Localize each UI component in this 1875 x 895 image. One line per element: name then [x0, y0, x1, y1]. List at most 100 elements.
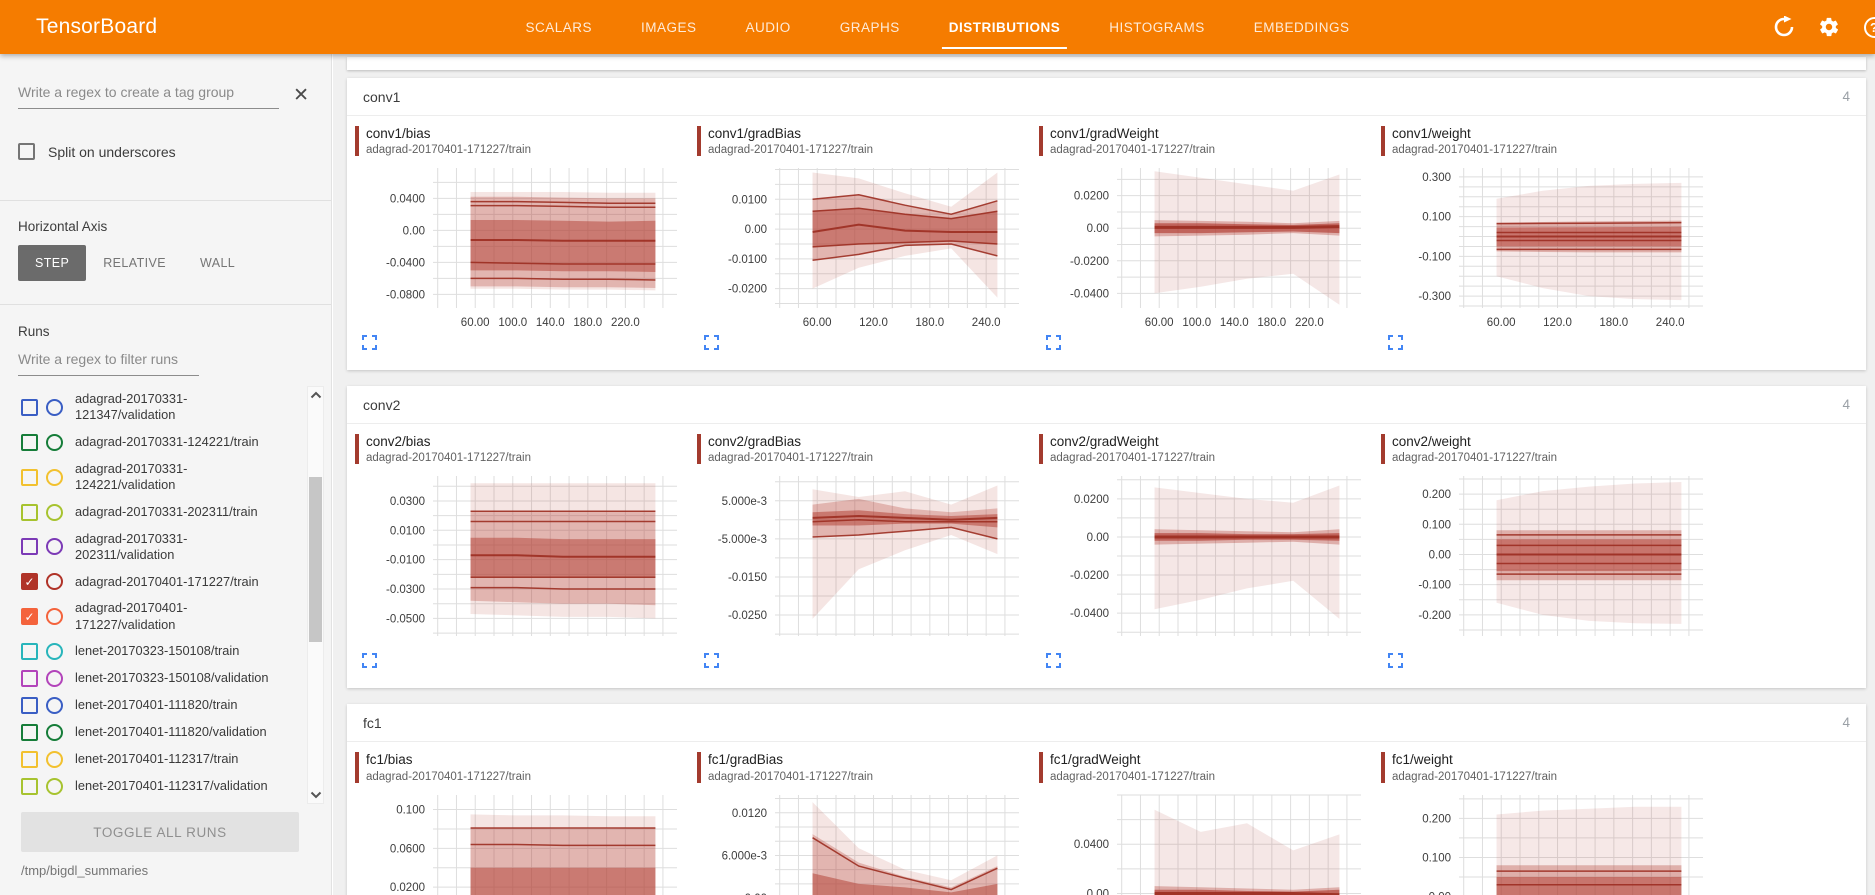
chart-title-block: fc1/weight adagrad-20170401-171227/train	[1381, 752, 1713, 783]
section-header-conv1[interactable]: conv1 4	[347, 78, 1866, 116]
run-color-circle-icon[interactable]	[46, 398, 63, 416]
run-item[interactable]: adagrad-20170331-202311/validation	[21, 526, 301, 569]
section-card-conv1: conv1 4 conv1/bias adagrad-20170401-171227/…	[347, 78, 1866, 371]
tab-images[interactable]: IMAGES	[640, 19, 697, 35]
clear-tag-filter-icon[interactable]: ✕	[293, 85, 309, 106]
run-color-circle-icon[interactable]	[46, 538, 63, 556]
runs-scrollbar[interactable]	[307, 386, 324, 804]
run-color-circle-icon[interactable]	[46, 433, 63, 451]
run-color-circle-icon[interactable]	[46, 573, 63, 591]
run-color-circle-icon[interactable]	[46, 697, 63, 714]
run-checkbox-icon[interactable]: ✓	[21, 573, 38, 591]
distribution-chart: conv2/gradWeight adagrad-20170401-171227/…	[1039, 434, 1371, 674]
run-item[interactable]: lenet-20170401-112317/validation	[21, 773, 301, 800]
chart-title-block: conv1/gradWeight adagrad-20170401-171227/…	[1039, 126, 1371, 157]
chart-title-block: conv1/bias adagrad-20170401-171227/train	[355, 126, 687, 157]
run-item[interactable]: lenet-20170401-111820/train	[21, 692, 301, 719]
refresh-icon[interactable]	[1772, 15, 1796, 39]
distribution-plot: 0.0120 6.000e-3 0.00	[722, 794, 1019, 895]
run-color-circle-icon[interactable]	[46, 643, 63, 660]
run-color-circle-icon[interactable]	[46, 724, 63, 741]
svg-text:0.100: 0.100	[1422, 852, 1451, 864]
distribution-chart: fc1/bias adagrad-20170401-171227/train 0.1…	[355, 752, 687, 895]
run-item[interactable]: lenet-20170401-111820/validation	[21, 719, 301, 746]
run-checkbox-icon[interactable]	[21, 538, 38, 556]
run-color-circle-icon[interactable]	[46, 670, 63, 687]
svg-text:-5.000e-3: -5.000e-3	[718, 534, 767, 546]
runs-list: adagrad-20170331-121347/validation adagra…	[0, 384, 331, 804]
run-checkbox-icon[interactable]	[21, 778, 38, 795]
run-checkbox-icon[interactable]: ✓	[21, 608, 38, 626]
run-color-circle-icon[interactable]	[46, 751, 63, 768]
section-header-conv2[interactable]: conv2 4	[347, 386, 1866, 425]
section-card-fc1: fc1 4 fc1/bias adagrad-20170401-171227/trai…	[347, 704, 1866, 895]
svg-text:120.0: 120.0	[859, 317, 888, 329]
run-item[interactable]: lenet-20170323-150108/train	[21, 638, 301, 665]
run-item[interactable]: ✓ adagrad-20170401-171227/validation	[21, 595, 301, 638]
run-checkbox-icon[interactable]	[21, 751, 38, 768]
tab-histograms[interactable]: HISTOGRAMS	[1109, 19, 1205, 35]
tag-regex-input[interactable]	[18, 84, 280, 109]
svg-text:0.00: 0.00	[403, 226, 425, 238]
tab-distributions[interactable]: DISTRIBUTIONS	[941, 0, 1067, 54]
distribution-plot: 0.200 0.100 0.00 -0.100 -0.200	[1418, 476, 1703, 637]
axis-option-wall[interactable]: WALL	[183, 245, 252, 281]
split-underscores-checkbox[interactable]: Split on underscores	[18, 143, 331, 160]
run-item[interactable]: adagrad-20170331-121347/validation	[21, 386, 301, 429]
distribution-chart: fc1/gradBias adagrad-20170401-171227/trai…	[697, 752, 1029, 895]
tab-graphs[interactable]: GRAPHS	[839, 19, 900, 35]
run-color-circle-icon[interactable]	[46, 468, 63, 486]
runs-regex-input[interactable]	[18, 351, 199, 376]
scroll-down-icon[interactable]	[308, 787, 323, 803]
gear-icon[interactable]	[1817, 15, 1841, 39]
section-header-fc1[interactable]: fc1 4	[347, 704, 1866, 743]
run-item[interactable]: ✓ adagrad-20170401-171227/train	[21, 568, 301, 595]
run-color-bar	[355, 126, 359, 157]
svg-text:-0.0500: -0.0500	[386, 614, 425, 626]
run-checkbox-icon[interactable]	[21, 724, 38, 741]
expand-chart-icon[interactable]	[703, 335, 720, 355]
scrollbar-thumb[interactable]	[309, 477, 322, 642]
distribution-plot: 0.0400 0.00 -0.0400 -0.0800 60.00 100.0 140.0 1…	[386, 168, 677, 329]
svg-text:0.0300: 0.0300	[390, 496, 425, 508]
run-checkbox-icon[interactable]	[21, 670, 38, 687]
chart-title-block: conv1/weight adagrad-20170401-171227/trai…	[1381, 126, 1713, 157]
expand-chart-icon[interactable]	[1387, 653, 1404, 673]
expand-chart-icon[interactable]	[1387, 335, 1404, 355]
run-checkbox-icon[interactable]	[21, 697, 38, 714]
help-icon[interactable]: ?	[1862, 15, 1875, 39]
tab-scalars[interactable]: SCALARS	[525, 19, 592, 35]
expand-chart-icon[interactable]	[361, 335, 378, 355]
axis-option-step[interactable]: STEP	[18, 245, 87, 281]
expand-chart-icon[interactable]	[1045, 653, 1062, 673]
run-color-bar	[355, 752, 359, 783]
toggle-all-runs-button[interactable]: TOGGLE ALL RUNS	[21, 812, 299, 852]
chart-title-block: conv2/bias adagrad-20170401-171227/train	[355, 434, 687, 465]
run-checkbox-icon[interactable]	[21, 503, 38, 521]
run-checkbox-icon[interactable]	[21, 468, 38, 486]
expand-chart-icon[interactable]	[361, 653, 378, 673]
horizontal-axis-label: Horizontal Axis	[18, 219, 108, 234]
chart-run-name: adagrad-20170401-171227/train	[1050, 452, 1215, 465]
axis-option-relative[interactable]: RELATIVE	[86, 245, 183, 281]
run-color-circle-icon[interactable]	[46, 503, 63, 521]
run-color-bar	[1039, 126, 1043, 157]
run-checkbox-icon[interactable]	[21, 433, 38, 451]
run-color-circle-icon[interactable]	[46, 608, 63, 626]
chart-run-name: adagrad-20170401-171227/train	[1392, 452, 1557, 465]
run-item[interactable]: adagrad-20170331-202311/train	[21, 499, 301, 526]
run-item[interactable]: adagrad-20170331-124221/validation	[21, 456, 301, 499]
expand-chart-icon[interactable]	[703, 653, 720, 673]
chart-title-block: fc1/bias adagrad-20170401-171227/train	[355, 752, 687, 783]
run-checkbox-icon[interactable]	[21, 643, 38, 660]
tab-embeddings[interactable]: EMBEDDINGS	[1253, 19, 1350, 35]
expand-chart-icon[interactable]	[1045, 335, 1062, 355]
run-color-circle-icon[interactable]	[46, 778, 63, 795]
run-name: lenet-20170401-111820/train	[75, 697, 238, 713]
scroll-up-icon[interactable]	[308, 387, 323, 403]
run-checkbox-icon[interactable]	[21, 398, 38, 416]
run-item[interactable]: adagrad-20170331-124221/train	[21, 429, 301, 456]
run-item[interactable]: lenet-20170401-112317/train	[21, 746, 301, 773]
run-item[interactable]: lenet-20170323-150108/validation	[21, 665, 301, 692]
tab-audio[interactable]: AUDIO	[745, 19, 791, 35]
